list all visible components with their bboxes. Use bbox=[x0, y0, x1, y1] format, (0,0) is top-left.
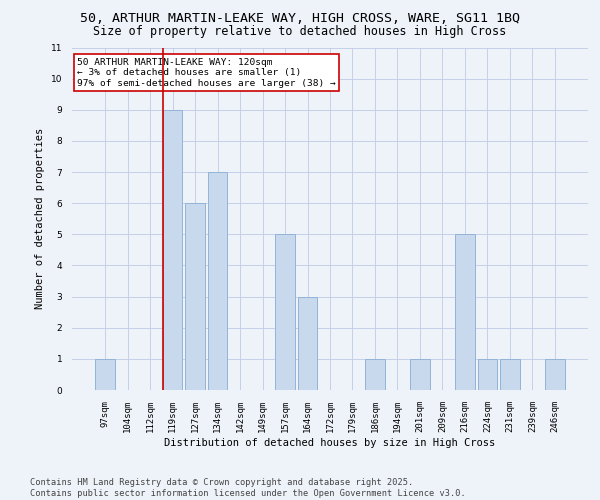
Bar bbox=[275, 234, 295, 390]
X-axis label: Distribution of detached houses by size in High Cross: Distribution of detached houses by size … bbox=[164, 438, 496, 448]
Y-axis label: Number of detached properties: Number of detached properties bbox=[35, 128, 45, 310]
Bar bbox=[298, 296, 317, 390]
Text: 50, ARTHUR MARTIN-LEAKE WAY, HIGH CROSS, WARE, SG11 1BQ: 50, ARTHUR MARTIN-LEAKE WAY, HIGH CROSS,… bbox=[80, 12, 520, 26]
Bar bbox=[478, 359, 497, 390]
Bar bbox=[365, 359, 385, 390]
Text: 50 ARTHUR MARTIN-LEAKE WAY: 120sqm
← 3% of detached houses are smaller (1)
97% o: 50 ARTHUR MARTIN-LEAKE WAY: 120sqm ← 3% … bbox=[77, 58, 336, 88]
Bar bbox=[500, 359, 520, 390]
Bar bbox=[545, 359, 565, 390]
Text: Size of property relative to detached houses in High Cross: Size of property relative to detached ho… bbox=[94, 25, 506, 38]
Bar bbox=[410, 359, 430, 390]
Bar bbox=[163, 110, 182, 390]
Text: Contains HM Land Registry data © Crown copyright and database right 2025.
Contai: Contains HM Land Registry data © Crown c… bbox=[30, 478, 466, 498]
Bar bbox=[455, 234, 475, 390]
Bar bbox=[208, 172, 227, 390]
Bar bbox=[185, 203, 205, 390]
Bar bbox=[95, 359, 115, 390]
